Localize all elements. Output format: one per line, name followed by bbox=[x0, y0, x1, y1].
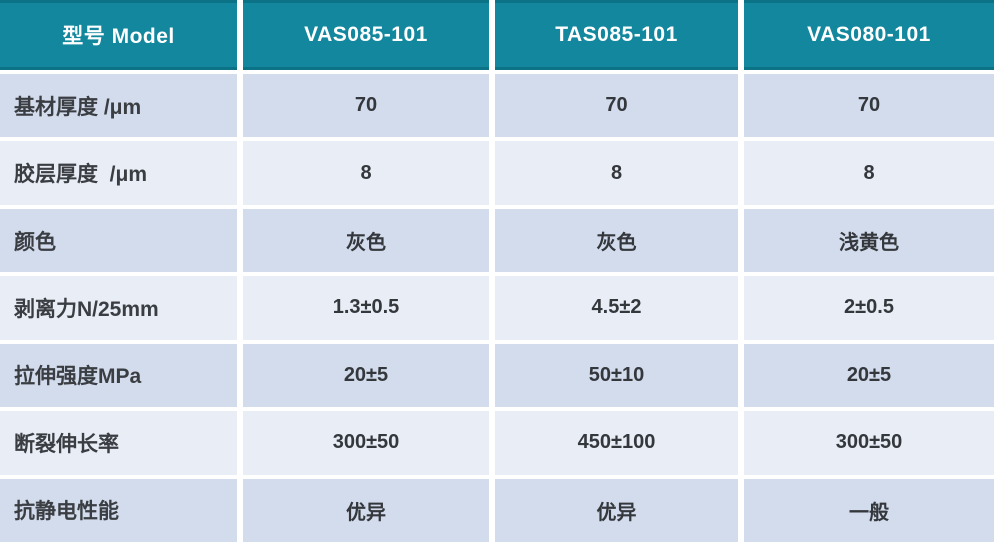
row-label-tensile-strength: 拉伸强度MPa bbox=[0, 343, 237, 408]
value-cell: 8 bbox=[243, 141, 489, 205]
header-cell-model-label: 型号 Model bbox=[0, 0, 237, 70]
value-cell: 50±10 bbox=[495, 343, 738, 408]
value-cell: 8 bbox=[495, 141, 738, 205]
value-cell: 2±0.5 bbox=[744, 276, 994, 340]
value-cell: 70 bbox=[744, 74, 994, 138]
value-cell: 灰色 bbox=[495, 208, 738, 273]
value-cell: 灰色 bbox=[243, 208, 489, 273]
value-cell: 一般 bbox=[744, 478, 994, 542]
value-cell: 1.3±0.5 bbox=[243, 276, 489, 340]
value-cell: 8 bbox=[744, 141, 994, 205]
row-label-color: 颜色 bbox=[0, 208, 237, 273]
header-cell-vas080-101: VAS080-101 bbox=[744, 0, 994, 70]
row-label-peel-force: 剥离力N/25mm bbox=[0, 276, 237, 340]
row-label-adhesive-thickness: 胶层厚度 /μm bbox=[0, 141, 237, 205]
row-label-elongation: 断裂伸长率 bbox=[0, 411, 237, 475]
value-cell: 浅黄色 bbox=[744, 208, 994, 273]
row-label-antistatic: 抗静电性能 bbox=[0, 478, 237, 542]
value-cell: 优异 bbox=[243, 478, 489, 542]
value-cell: 450±100 bbox=[495, 411, 738, 475]
value-cell: 70 bbox=[495, 74, 738, 138]
value-cell: 4.5±2 bbox=[495, 276, 738, 340]
value-cell: 20±5 bbox=[744, 343, 994, 408]
header-cell-vas085-101: VAS085-101 bbox=[243, 0, 489, 70]
value-cell: 300±50 bbox=[744, 411, 994, 475]
value-cell: 优异 bbox=[495, 478, 738, 542]
row-label-substrate-thickness: 基材厚度 /μm bbox=[0, 74, 237, 138]
value-cell: 70 bbox=[243, 74, 489, 138]
value-cell: 20±5 bbox=[243, 343, 489, 408]
value-cell: 300±50 bbox=[243, 411, 489, 475]
header-cell-tas085-101: TAS085-101 bbox=[495, 0, 738, 70]
